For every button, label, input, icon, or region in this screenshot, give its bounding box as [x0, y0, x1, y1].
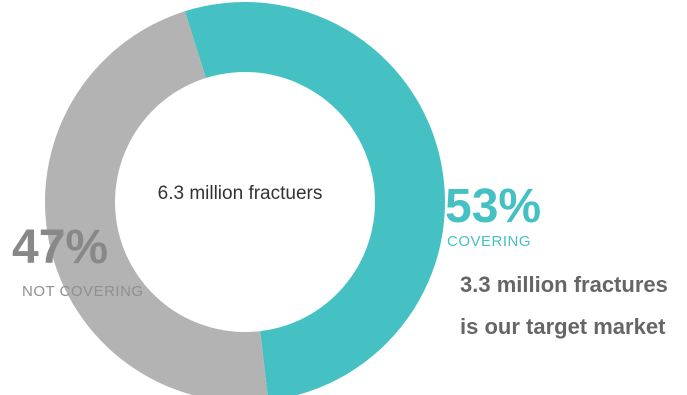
not-covering-label: NOT COVERING: [22, 283, 144, 300]
not-covering-percent-label: 47%: [12, 221, 109, 274]
donut-slice-covering: [184, 2, 445, 395]
center-label: 6.3 million fractuers: [157, 183, 323, 204]
donut-slice-not-covering: [45, 11, 268, 395]
covering-percent-label: 53%: [445, 180, 542, 233]
covering-label: COVERING: [447, 233, 532, 250]
target-market-note-line-1: 3.3 million fractures: [460, 272, 668, 297]
target-market-note-line-2: is our target market: [460, 314, 666, 339]
